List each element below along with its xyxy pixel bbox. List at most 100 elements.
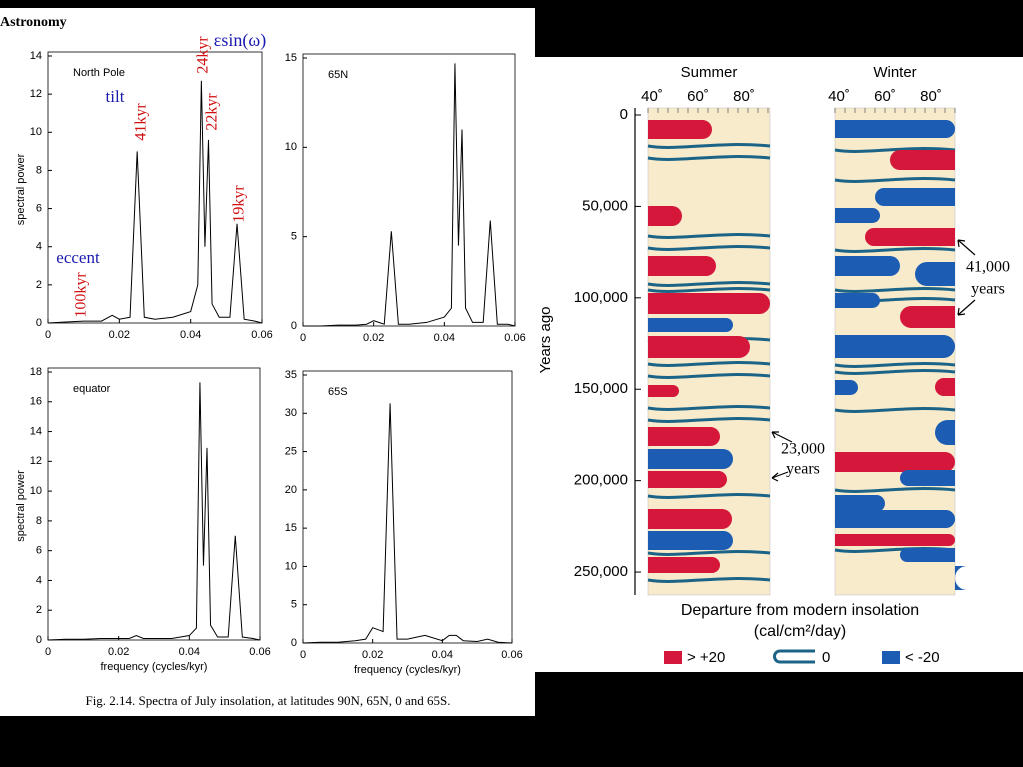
insolation-band [935,378,955,396]
latitude-label: 60˚ [687,88,709,105]
legend-swatch [664,651,682,664]
zero-contour [647,493,771,499]
latitude-label: 80˚ [733,88,755,105]
insolation-band [835,120,955,138]
latitude-label: 40˚ [828,88,850,105]
zero-contour [647,155,771,161]
insolation-band [648,427,720,446]
plot-title: equator [73,383,111,395]
insolation-band [955,566,967,590]
y-tick-label: 50,000 [582,197,628,214]
y-tick-label: 0 [620,106,628,123]
insolation-band [648,471,727,488]
insolation-band [648,557,720,573]
annotation: εsin(ω) [214,30,266,51]
y-axis-label: spectral power [15,153,27,225]
plot-title: North Pole [73,67,125,79]
y-tick-label: 6 [36,545,42,557]
y-tick-label: 25 [285,445,297,457]
figure-title: Departure from modern insolation [681,602,919,619]
zero-contour [647,245,771,251]
spectrum-line [47,382,261,641]
plot-title: 65S [328,386,348,398]
zero-contour [647,405,771,411]
y-tick-label: 8 [36,515,42,527]
y-tick-label: 10 [30,485,42,497]
annotation: eccent [56,248,100,267]
insolation-band [648,385,679,397]
y-tick-label: 6 [36,202,42,214]
y-tick-label: 15 [285,52,297,64]
x-axis-label: frequency (cycles/kyr) [354,664,461,676]
insolation-band [835,495,885,512]
annotation: 23,000 [781,441,825,458]
insolation-band [648,449,733,469]
y-tick-label: 0 [291,320,297,332]
insolation-band [835,293,880,308]
insolation-band [875,188,955,206]
plot-frame [47,367,261,641]
y-tick-label: 0 [291,637,297,649]
column-title: Summer [681,64,738,81]
legend-swatch [773,649,815,664]
insolation-band [835,208,880,223]
y-tick-label: 200,000 [574,472,628,489]
y-tick-label: 250,000 [574,563,628,580]
insolation-band [648,336,750,358]
y-tick-label: 16 [30,396,42,408]
insolation-band [900,470,955,486]
x-tick-label: 0 [300,649,306,661]
latitude-label: 80˚ [920,88,942,105]
zero-contour [647,361,771,367]
insolation-band [890,150,955,170]
insolation-band [648,509,732,529]
spectrum-line [302,403,513,644]
y-tick-label: 100,000 [574,289,628,306]
insolation-band [900,306,955,328]
plot-frame [302,370,513,644]
zero-contour [834,362,956,368]
x-tick-label: 0 [45,329,51,341]
x-tick-label: 0.04 [179,646,200,658]
x-tick-label: 0.04 [180,329,201,341]
y-tick-label: 12 [30,88,42,100]
annotation: years [786,461,820,478]
annotation: 41,000 [966,259,1010,276]
insolation-band [835,380,859,395]
y-tick-label: 35 [285,369,297,381]
y-tick-label: 10 [285,141,297,153]
x-tick-label: 0.04 [434,332,455,344]
x-tick-label: 0 [45,646,51,658]
y-tick-label: 4 [36,574,42,586]
x-tick-label: 0.04 [432,649,453,661]
legend-swatch [882,651,900,664]
annotation: 19kyr [231,185,248,223]
spectrum-line [47,80,263,324]
column-ticks [834,108,956,113]
x-tick-label: 0.06 [501,649,522,661]
zero-contour [647,417,771,423]
y-tick-label: 18 [30,366,42,378]
zero-contour [647,233,771,239]
y-tick-label: 8 [36,164,42,176]
y-tick-label: 30 [285,407,297,419]
annotation: years [971,281,1005,298]
y-tick-label: 5 [291,231,297,243]
insolation-band [915,262,955,286]
insolation-band [934,420,955,445]
insolation-band [835,452,955,472]
zero-contour [647,550,771,556]
y-tick-label: 10 [30,126,42,138]
y-tick-label: 20 [285,484,297,496]
zero-contour [834,177,956,183]
latitude-label: 60˚ [874,88,896,105]
zero-contour [647,577,771,583]
plot-frame [47,51,263,324]
legend-label: < -20 [905,649,940,666]
plot-title: 65N [328,69,348,81]
left-panel [0,8,535,716]
y-tick-label: 15 [285,522,297,534]
zero-contour [834,247,956,253]
x-tick-label: 0.06 [249,646,270,658]
